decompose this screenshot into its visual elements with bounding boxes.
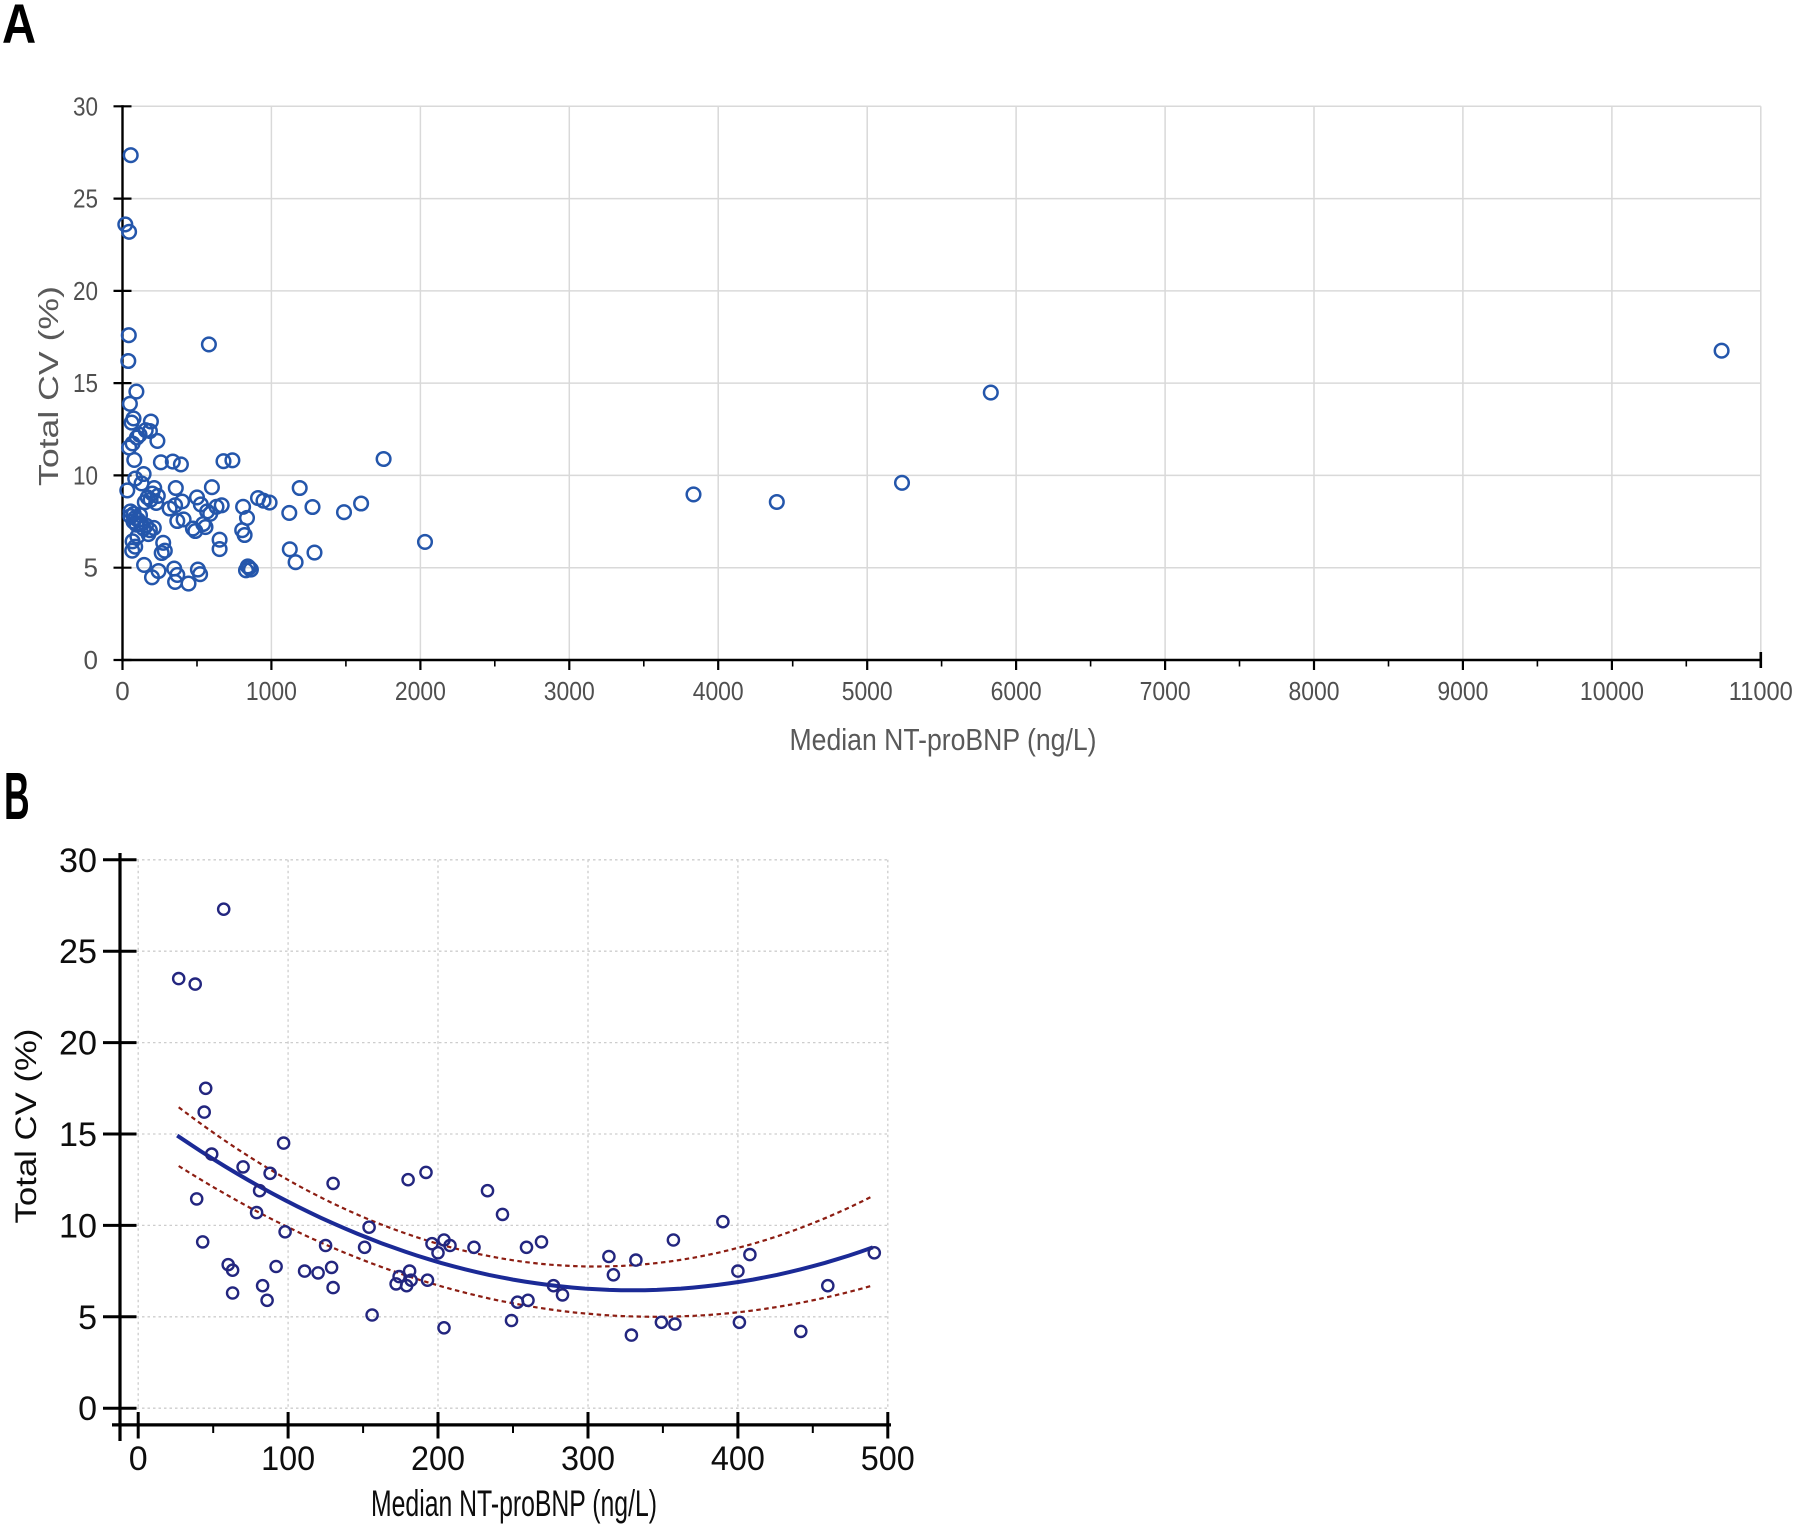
svg-text:500: 500 <box>861 1440 915 1478</box>
svg-text:200: 200 <box>411 1440 465 1478</box>
svg-text:4000: 4000 <box>693 676 744 706</box>
svg-text:0: 0 <box>129 1440 148 1478</box>
svg-text:400: 400 <box>711 1440 765 1478</box>
svg-text:6000: 6000 <box>991 676 1042 706</box>
svg-text:Total CV (%): Total CV (%) <box>10 1029 43 1224</box>
svg-text:Total CV (%): Total CV (%) <box>33 286 64 486</box>
svg-text:20: 20 <box>59 1025 97 1063</box>
svg-text:5000: 5000 <box>842 676 893 706</box>
svg-text:0: 0 <box>84 645 98 675</box>
svg-text:10000: 10000 <box>1580 676 1644 706</box>
svg-text:9000: 9000 <box>1437 676 1488 706</box>
svg-text:15: 15 <box>59 1116 97 1154</box>
svg-text:0: 0 <box>115 676 129 706</box>
svg-text:B: B <box>4 759 30 834</box>
svg-text:10: 10 <box>73 460 98 490</box>
svg-text:100: 100 <box>261 1440 315 1478</box>
svg-text:25: 25 <box>59 933 97 971</box>
svg-text:300: 300 <box>561 1440 615 1478</box>
svg-text:5: 5 <box>84 553 98 583</box>
svg-text:A: A <box>2 0 36 55</box>
svg-text:2000: 2000 <box>395 676 446 706</box>
svg-text:7000: 7000 <box>1140 676 1191 706</box>
svg-text:5: 5 <box>78 1299 97 1337</box>
svg-text:30: 30 <box>59 842 97 880</box>
svg-text:11000: 11000 <box>1729 676 1793 706</box>
svg-text:30: 30 <box>73 91 98 121</box>
svg-text:10: 10 <box>59 1207 97 1245</box>
svg-text:25: 25 <box>73 184 98 214</box>
svg-text:8000: 8000 <box>1289 676 1340 706</box>
svg-text:3000: 3000 <box>544 676 595 706</box>
svg-text:15: 15 <box>73 368 98 398</box>
svg-text:Median NT-proBNP (ng/L): Median NT-proBNP (ng/L) <box>790 722 1097 757</box>
svg-text:Median NT-proBNP (ng/L): Median NT-proBNP (ng/L) <box>371 1483 657 1524</box>
svg-text:0: 0 <box>78 1390 97 1428</box>
svg-text:1000: 1000 <box>246 676 297 706</box>
svg-text:20: 20 <box>73 276 98 306</box>
